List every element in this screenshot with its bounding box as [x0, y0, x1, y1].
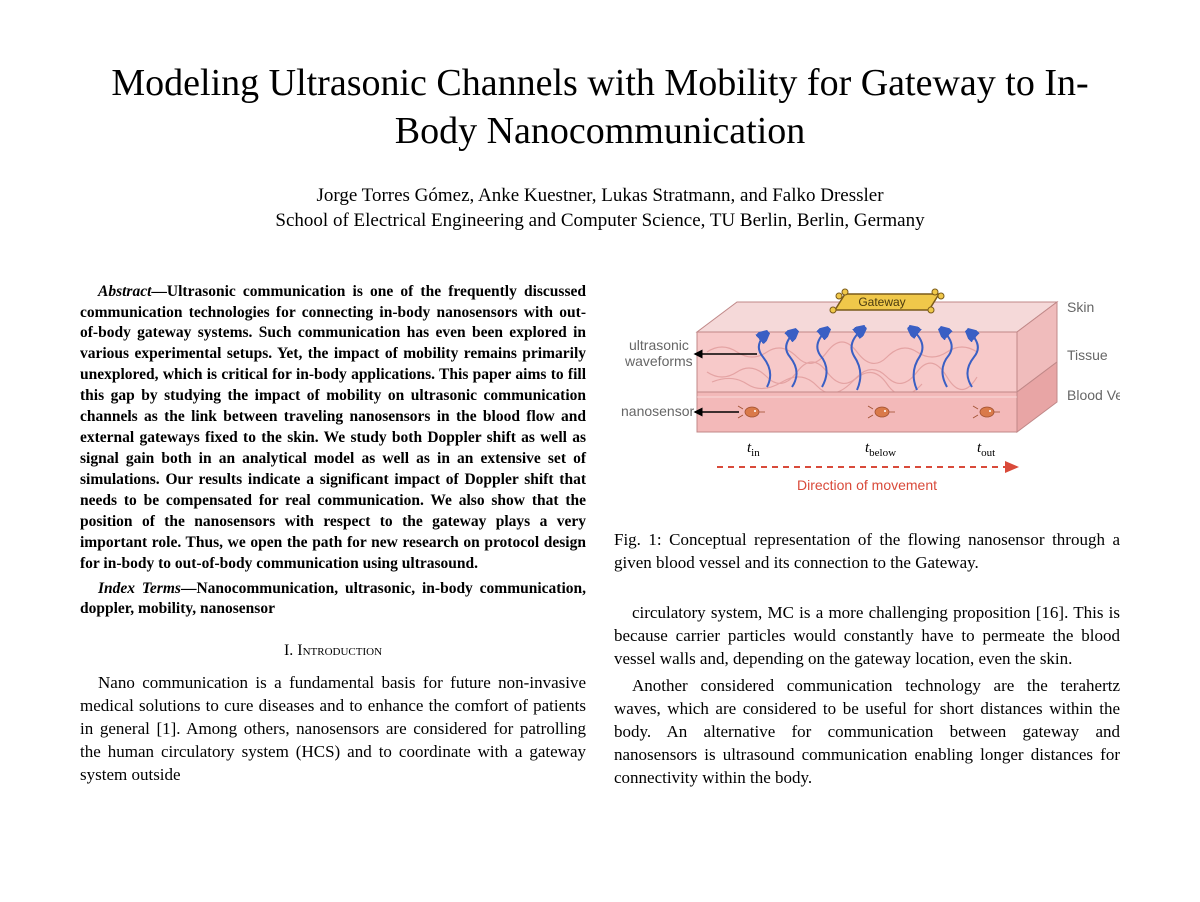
intro-para-1: Nano communication is a fundamental basi… [80, 672, 586, 787]
index-terms-block: Index Terms—Nanocommunication, ultrasoni… [80, 579, 586, 621]
ultra-label-2: waveforms [624, 353, 693, 369]
figure-1-caption: Fig. 1: Conceptual representation of the… [614, 529, 1120, 575]
ultra-label-1: ultrasonic [629, 337, 689, 353]
figure-1: Gateway [614, 282, 1120, 517]
figure-1-diagram: Gateway [614, 282, 1120, 512]
left-column: Abstract—Ultrasonic communication is one… [80, 282, 586, 790]
affiliation-line: School of Electrical Engineering and Com… [80, 210, 1120, 232]
right-column: Gateway [614, 282, 1120, 790]
t-out: tout [977, 440, 995, 459]
nano-label: nanosensor [621, 403, 695, 419]
t-below: tbelow [865, 440, 896, 459]
abstract-text: —Ultrasonic communication is one of the … [80, 283, 586, 572]
tissue-label: Tissue [1067, 347, 1108, 363]
section-1-heading: I. Introduction [80, 642, 586, 660]
vessel-label: Blood Vessel [1067, 387, 1120, 403]
index-terms-label: Index Terms [98, 580, 181, 597]
direction-label: Direction of movement [797, 477, 937, 493]
two-column-layout: Abstract—Ultrasonic communication is one… [80, 282, 1120, 790]
col2-para-1: circulatory system, MC is a more challen… [614, 602, 1120, 671]
authors-line: Jorge Torres Gómez, Anke Kuestner, Lukas… [80, 183, 1120, 210]
abstract-label: Abstract [98, 283, 151, 300]
col2-para-2: Another considered communication technol… [614, 675, 1120, 790]
skin-label: Skin [1067, 299, 1094, 315]
abstract-block: Abstract—Ultrasonic communication is one… [80, 282, 586, 575]
paper-title: Modeling Ultrasonic Channels with Mobili… [80, 60, 1120, 155]
t-in: tin [747, 440, 760, 459]
gateway-text: Gateway [858, 295, 905, 309]
gateway-icon: Gateway [830, 289, 944, 313]
